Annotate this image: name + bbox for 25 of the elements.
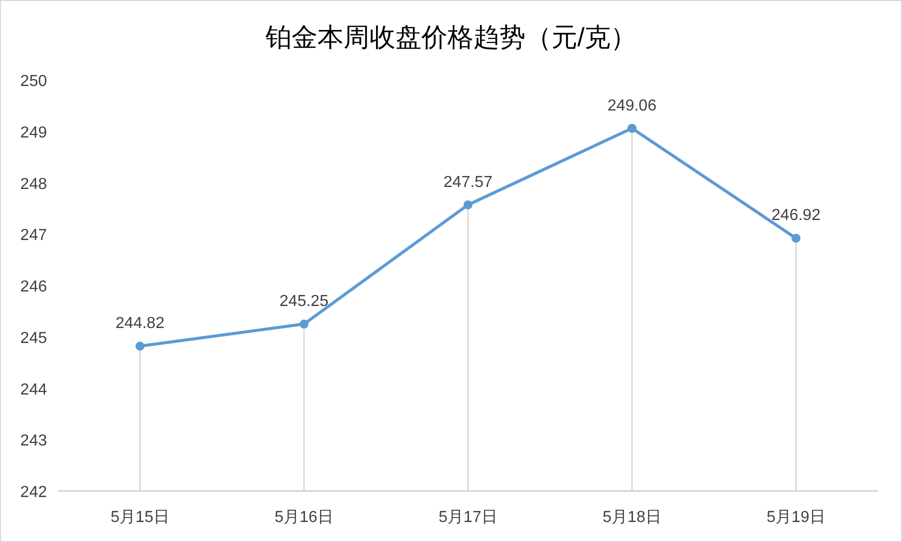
- y-tick-label: 248: [20, 176, 48, 193]
- data-label: 249.06: [608, 97, 657, 114]
- point: [792, 234, 800, 243]
- y-tick-label: 245: [20, 330, 48, 347]
- x-tick-label: 5月19日: [766, 509, 826, 526]
- data-label: 247.57: [444, 174, 493, 191]
- x-tick-label: 5月15日: [110, 509, 170, 526]
- y-tick-label: 250: [20, 73, 48, 90]
- y-tick-label: 244: [20, 381, 48, 398]
- point: [464, 200, 472, 210]
- x-tick-label: 5月17日: [438, 509, 498, 526]
- y-tick-label: 246: [20, 278, 48, 296]
- y-tick-label: 247: [20, 227, 48, 244]
- title: 铂金本周收盘价格趋势（元/克）: [265, 22, 637, 52]
- point: [628, 124, 636, 133]
- x-tick-label: 5月18日: [602, 509, 662, 526]
- point: [300, 320, 308, 329]
- y-tick-label: 242: [20, 484, 48, 501]
- data-label: 245.25: [280, 293, 329, 310]
- x-tick-label: 5月16日: [274, 509, 334, 526]
- point: [136, 342, 144, 351]
- data-label: 246.92: [772, 207, 821, 224]
- y-tick-label: 243: [20, 432, 48, 450]
- y-tick-label: 249: [20, 124, 48, 142]
- data-label: 244.82: [116, 315, 165, 332]
